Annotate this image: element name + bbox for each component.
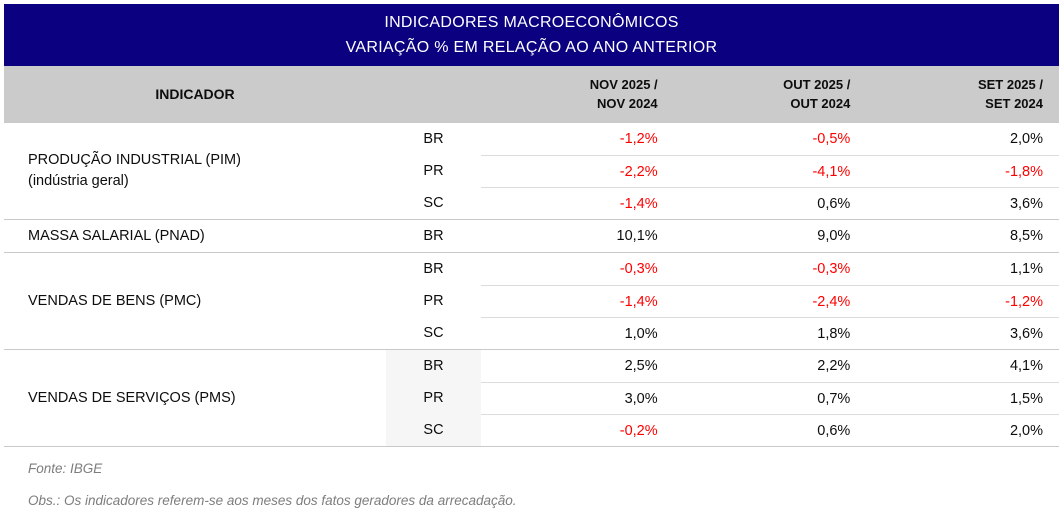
indicator-name-main: VENDAS DE SERVIÇOS (PMS) — [28, 389, 236, 406]
value-cell: 3,6% — [866, 317, 1059, 349]
region-label: PR — [386, 382, 481, 414]
value-cell: -4,1% — [673, 155, 867, 187]
value-cell: -1,2% — [866, 285, 1059, 317]
indicator-name: VENDAS DE SERVIÇOS (PMS) — [4, 350, 386, 446]
value-cell: -1,2% — [619, 131, 658, 147]
value-cell: -0,2% — [481, 414, 674, 446]
column-header-indicator: INDICADOR — [155, 86, 235, 102]
value-cell: 2,0% — [1009, 131, 1043, 147]
value-cell: 2,2% — [817, 358, 851, 374]
region-label: BR — [423, 131, 444, 147]
region-label: PR — [423, 163, 444, 179]
value-cell: -1,8% — [866, 155, 1059, 187]
value-cell: 3,0% — [481, 382, 674, 414]
value-cell: -2,4% — [673, 285, 867, 317]
indicator-group: MASSA SALARIAL (PNAD) BR 10,1% 9,0% 8,5% — [4, 219, 1059, 252]
indicator-name-main: VENDAS DE BENS (PMC) — [28, 292, 202, 309]
region-label: SC — [423, 195, 444, 211]
table-body: PRODUÇÃO INDUSTRIAL (PIM) (indústria gera… — [4, 122, 1059, 447]
column-header-period-out: OUT 2025 / OUT 2024 — [783, 77, 851, 111]
indicator-group: VENDAS DE SERVIÇOS (PMS) BR 2,5% 2,2% 4,1% PR… — [4, 349, 1059, 447]
value-cell: 9,0% — [817, 228, 851, 244]
table-title: INDICADORES MACROECONÔMICOS — [384, 13, 679, 31]
value-cell: 1,5% — [866, 382, 1059, 414]
region-label: BR — [423, 261, 444, 277]
value-cell: 1,8% — [673, 317, 867, 349]
indicator-name: VENDAS DE BENS (PMC) — [4, 253, 386, 349]
value-cell: -0,3% — [812, 261, 851, 277]
value-cell: -0,5% — [812, 131, 851, 147]
value-cell: 0,7% — [673, 382, 867, 414]
value-cell: 2,0% — [866, 414, 1059, 446]
value-cell: 0,6% — [673, 414, 867, 446]
indicator-name-main: PRODUÇÃO INDUSTRIAL (PIM) — [28, 152, 241, 168]
region-label: PR — [423, 293, 444, 309]
value-cell: 0,6% — [673, 187, 867, 219]
region-label: SC — [423, 325, 444, 341]
indicator-name: MASSA SALARIAL (PNAD) — [4, 220, 386, 252]
value-cell: -1,4% — [481, 285, 674, 317]
region-label: SC — [386, 414, 481, 446]
value-cell: -2,2% — [481, 155, 674, 187]
table-footer: Fonte: IBGE Obs.: Os indicadores referem… — [4, 447, 1059, 508]
column-header-row: INDICADOR NOV 2025 / NOV 2024 OUT 2025 /… — [4, 66, 1059, 122]
source-note: Fonte: IBGE — [28, 461, 103, 476]
indicator-name: PRODUÇÃO INDUSTRIAL (PIM) (indústria gera… — [4, 123, 386, 219]
value-cell: 2,5% — [624, 358, 658, 374]
indicator-name-sub: (indústria geral) — [28, 173, 129, 189]
indicator-group: VENDAS DE BENS (PMC) BR -0,3% -0,3% 1,1% PR -1… — [4, 252, 1059, 349]
column-header-period-nov: NOV 2025 / NOV 2024 — [589, 77, 658, 111]
value-cell: 8,5% — [1009, 228, 1043, 244]
value-cell: 1,0% — [481, 317, 674, 349]
value-cell: -1,4% — [481, 187, 674, 219]
observation-note: Obs.: Os indicadores referem-se aos mese… — [28, 493, 517, 508]
region-label: BR — [423, 228, 444, 244]
table-subtitle: VARIAÇÃO % EM RELAÇÃO AO ANO ANTERIOR — [345, 38, 718, 56]
value-cell: 3,6% — [866, 187, 1059, 219]
value-cell: -0,3% — [619, 261, 658, 277]
value-cell: 1,1% — [1009, 261, 1043, 277]
region-label: BR — [386, 350, 481, 382]
indicator-name-main: MASSA SALARIAL (PNAD) — [28, 227, 205, 244]
column-header-period-set: SET 2025 / SET 2024 — [977, 77, 1043, 111]
indicator-group: PRODUÇÃO INDUSTRIAL (PIM) (indústria gera… — [4, 122, 1059, 219]
value-cell: 4,1% — [1009, 358, 1043, 374]
value-cell: 10,1% — [616, 228, 658, 244]
table-title-bar: INDICADORES MACROECONÔMICOS VARIAÇÃO % E… — [4, 4, 1059, 66]
